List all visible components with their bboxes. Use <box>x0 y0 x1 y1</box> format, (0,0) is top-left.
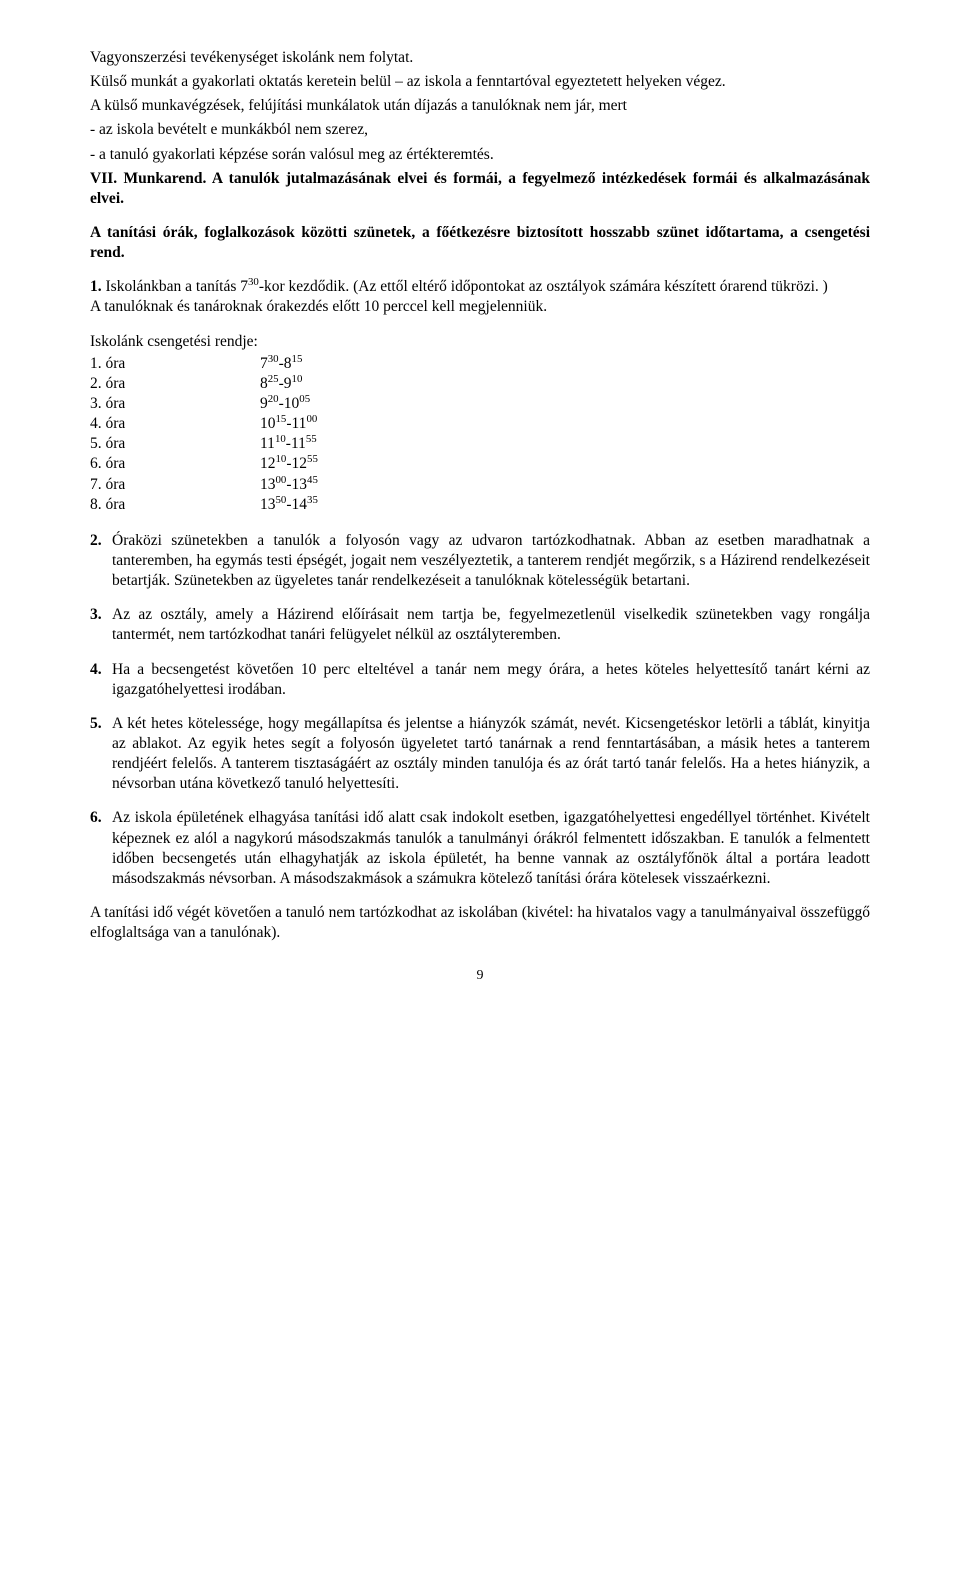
schedule-block: Iskolánk csengetési rendje: 1. óra730-81… <box>90 332 870 515</box>
item2-number: 2. <box>90 531 112 591</box>
schedule-row: 8. óra1350-1435 <box>90 495 870 515</box>
intro-line-1: Vagyonszerzési tevékenységet iskolánk ne… <box>90 48 870 68</box>
schedule-row-time: 1300-1345 <box>260 475 318 495</box>
schedule-row-time: 1015-1100 <box>260 414 317 434</box>
item1-text-a: Iskolánkban a tanítás 7 <box>106 278 248 295</box>
schedule-row-label: 4. óra <box>90 414 260 434</box>
list-item-3: 3. Az az osztály, amely a Házirend előír… <box>90 605 870 645</box>
schedule-row: 3. óra920-1005 <box>90 394 870 414</box>
list-item-5: 5. A két hetes kötelessége, hogy megálla… <box>90 714 870 795</box>
schedule-row: 6. óra1210-1255 <box>90 454 870 474</box>
schedule-row-time: 1110-1155 <box>260 434 317 454</box>
item5-number: 5. <box>90 714 112 795</box>
item1-number: 1. <box>90 278 102 295</box>
schedule-row: 1. óra730-815 <box>90 354 870 374</box>
schedule-row: 7. óra1300-1345 <box>90 475 870 495</box>
item1-text-b: -kor kezdődik. (Az ettől eltérő időponto… <box>259 278 828 295</box>
schedule-row-time: 825-910 <box>260 374 302 394</box>
item3-body: Az az osztály, amely a Házirend előírása… <box>112 605 870 645</box>
schedule-row-label: 5. óra <box>90 434 260 454</box>
schedule-row: 4. óra1015-1100 <box>90 414 870 434</box>
intro-line-3: A külső munkavégzések, felújítási munkál… <box>90 96 870 116</box>
schedule-row-time: 730-815 <box>260 354 302 374</box>
item4-number: 4. <box>90 660 112 700</box>
schedule-intro: Iskolánk csengetési rendje: <box>90 332 870 352</box>
schedule-row-time: 1210-1255 <box>260 454 318 474</box>
intro-line-5: - a tanuló gyakorlati képzése során való… <box>90 145 870 165</box>
item6-body: Az iskola épületének elhagyása tanítási … <box>112 808 870 889</box>
intro-line-4: - az iskola bevételt e munkákból nem sze… <box>90 120 870 140</box>
schedule-row: 5. óra1110-1155 <box>90 434 870 454</box>
heading-csengetesi: A tanítási órák, foglalkozások közötti s… <box>90 223 870 263</box>
schedule-row-label: 1. óra <box>90 354 260 374</box>
page-number: 9 <box>90 967 870 985</box>
item4-body: Ha a becsengetést követően 10 perc eltel… <box>112 660 870 700</box>
list-item-1: 1. Iskolánkban a tanítás 730-kor kezdődi… <box>90 277 870 317</box>
schedule-row-label: 3. óra <box>90 394 260 414</box>
schedule-row-time: 920-1005 <box>260 394 310 414</box>
schedule-row-time: 1350-1435 <box>260 495 318 515</box>
list-item-6: 6. Az iskola épületének elhagyása tanítá… <box>90 808 870 889</box>
schedule-row-label: 8. óra <box>90 495 260 515</box>
schedule-row-label: 6. óra <box>90 454 260 474</box>
item5-body: A két hetes kötelessége, hogy megállapít… <box>112 714 870 795</box>
item1-sup: 30 <box>248 276 259 288</box>
item1-text-c: A tanulóknak és tanároknak órakezdés elő… <box>90 298 547 315</box>
schedule-row-label: 7. óra <box>90 475 260 495</box>
list-item-2: 2. Óraközi szünetekben a tanulók a folyo… <box>90 531 870 591</box>
item6-number: 6. <box>90 808 112 889</box>
intro-line-2: Külső munkát a gyakorlati oktatás kerete… <box>90 72 870 92</box>
item2-body: Óraközi szünetekben a tanulók a folyosón… <box>112 531 870 591</box>
schedule-row: 2. óra825-910 <box>90 374 870 394</box>
closing-paragraph: A tanítási idő végét követően a tanuló n… <box>90 903 870 943</box>
list-item-4: 4. Ha a becsengetést követően 10 perc el… <box>90 660 870 700</box>
item3-number: 3. <box>90 605 112 645</box>
schedule-row-label: 2. óra <box>90 374 260 394</box>
heading-munkarend: VII. Munkarend. A tanulók jutalmazásának… <box>90 169 870 209</box>
